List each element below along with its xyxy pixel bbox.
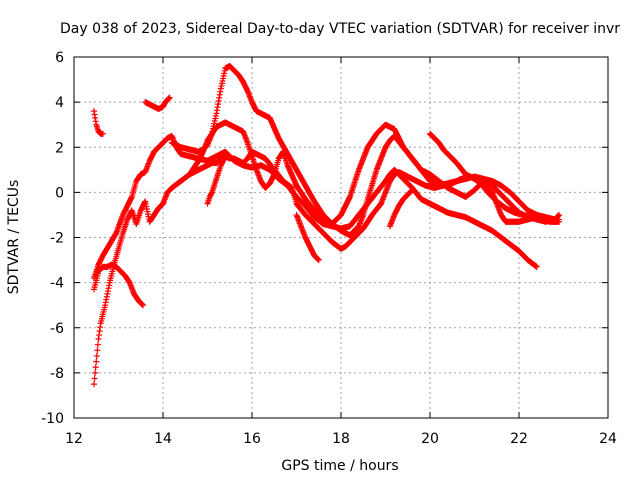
data-point [93, 358, 100, 365]
series-day-9 [204, 153, 229, 207]
data-point [556, 211, 563, 218]
data-point [99, 130, 106, 137]
x-tick-label: 18 [332, 431, 350, 447]
y-tick-label: -4 [50, 276, 64, 292]
x-tick-label: 12 [65, 431, 83, 447]
data-point [139, 302, 146, 309]
grid [74, 57, 608, 418]
series-day-3 [91, 132, 540, 282]
x-tick-label: 16 [243, 431, 261, 447]
data-point [315, 257, 322, 264]
y-tick-label: 4 [55, 95, 64, 111]
data-point [166, 94, 173, 101]
chart-title: Day 038 of 2023, Sidereal Day-to-day VTE… [60, 21, 620, 37]
y-tick-label: -6 [50, 321, 64, 337]
y-tick-label: 2 [55, 140, 64, 156]
x-tick-label: 22 [510, 431, 528, 447]
data-point [94, 347, 101, 354]
data-point [533, 263, 540, 270]
data-point [222, 153, 229, 160]
x-tick-label: 20 [421, 431, 439, 447]
data-point [92, 369, 99, 376]
y-tick-label: 0 [55, 185, 64, 201]
data-point [91, 375, 98, 382]
y-tick-label: -2 [50, 231, 64, 247]
data-point [92, 364, 99, 371]
series-day-4 [142, 94, 173, 112]
series-day-7 [186, 119, 563, 227]
series-day-5 [91, 108, 106, 137]
data-point [93, 352, 100, 359]
y-tick-label: -10 [41, 411, 64, 427]
x-tick-label: 24 [599, 431, 617, 447]
y-axis-label: SDTVAR / TECUs [6, 180, 22, 295]
series-day-2 [91, 261, 146, 309]
data-point [533, 214, 540, 221]
y-tick-label: -8 [50, 366, 64, 382]
series-day-8 [427, 130, 540, 225]
series-day-10 [293, 211, 322, 264]
y-tick-label: 6 [55, 50, 64, 66]
series-day-11 [386, 187, 416, 230]
x-axis-label: GPS time / hours [281, 458, 398, 474]
data-point [94, 341, 101, 348]
data-point [409, 187, 416, 194]
data-points [91, 63, 563, 388]
x-tick-label: 14 [154, 431, 172, 447]
data-point [91, 381, 98, 388]
